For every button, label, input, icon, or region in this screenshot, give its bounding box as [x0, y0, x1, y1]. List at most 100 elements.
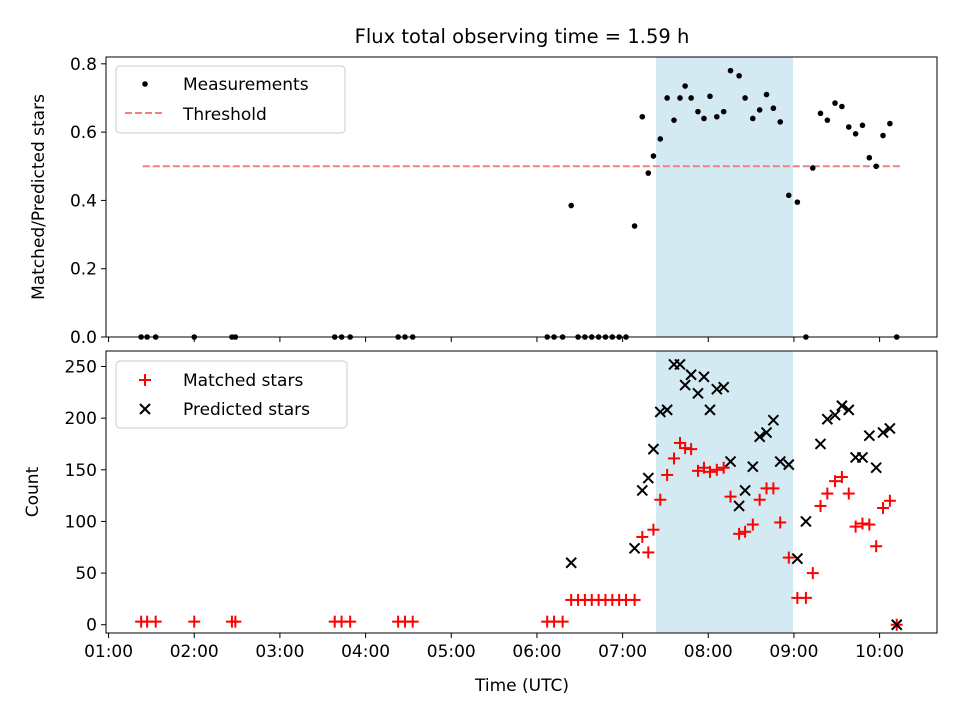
- measurement-point: [714, 113, 720, 120]
- predicted-star-point: [877, 426, 889, 439]
- bottom-ytick-label: 250: [65, 357, 97, 377]
- predicted-star-point: [863, 429, 876, 442]
- matched-star-point: [856, 517, 869, 530]
- matched-star-point: [661, 468, 674, 481]
- matched-star-point: [842, 487, 855, 500]
- measurement-point: [688, 95, 694, 101]
- top-x-ticks: [108, 337, 881, 342]
- matched-star-point: [806, 567, 819, 580]
- matched-star-point: [642, 546, 655, 559]
- top-ytick-label: 0.4: [70, 191, 97, 211]
- bottom-panel: 0 50 100 150 200 250 01:00 02:00 03:00 04:00 05:0…: [23, 350, 938, 696]
- measurement-point: [887, 120, 893, 127]
- measurement-point: [664, 95, 670, 101]
- top-y-axis-label: Matched/Predicted stars: [29, 94, 49, 300]
- top-ytick-label: 0.8: [70, 55, 97, 75]
- predicted-star-point: [800, 515, 812, 528]
- predicted-star-point: [774, 455, 786, 468]
- bottom-xtick-label: 06:00: [512, 642, 561, 662]
- bottom-xtick-label: 03:00: [255, 642, 304, 662]
- predicted-star-point: [747, 460, 759, 473]
- matched-star-point: [821, 487, 834, 500]
- predicted-star-point: [856, 451, 869, 464]
- matched-star-point: [344, 615, 357, 628]
- bottom-xtick-label: 09:00: [769, 642, 818, 662]
- predicted-star-point: [821, 413, 834, 425]
- top-ytick-label: 0.6: [70, 123, 97, 143]
- bottom-x-axis-label: Time (UTC): [474, 676, 569, 696]
- matched-star-point: [229, 615, 242, 628]
- predicted-star-point: [791, 552, 804, 565]
- measurement-point: [695, 108, 701, 115]
- top-shaded-span: [656, 57, 794, 337]
- matched-star-point: [829, 475, 842, 488]
- bottom-y-axis-label: Count: [23, 466, 43, 517]
- measurement-point: [645, 170, 652, 176]
- figure-title: Flux total observing time = 1.59 h: [355, 25, 690, 48]
- legend-measurements-label: Measurements: [183, 75, 309, 95]
- measurement-point: [657, 136, 664, 142]
- matched-star-point: [799, 591, 812, 604]
- measurement-point: [631, 223, 638, 229]
- bottom-ytick-label: 50: [75, 564, 97, 584]
- matched-star-point: [753, 493, 766, 506]
- measurement-point: [650, 153, 657, 159]
- measurement-point: [866, 154, 873, 161]
- measurement-point: [639, 113, 646, 120]
- bottom-ytick-label: 0: [86, 616, 97, 636]
- matched-star-point: [883, 494, 896, 507]
- matched-star-point: [654, 493, 667, 506]
- measurement-point: [701, 115, 707, 122]
- matched-star-point: [188, 615, 201, 628]
- matched-star-point: [647, 523, 660, 536]
- matched-star-point: [636, 530, 649, 543]
- measurement-point: [852, 131, 859, 137]
- matched-star-point: [782, 551, 795, 564]
- predicted-star-point: [724, 455, 737, 468]
- predicted-star-point: [870, 462, 882, 474]
- measurement-point: [750, 115, 756, 122]
- matched-star-point: [733, 527, 746, 540]
- predicted-star-point: [733, 500, 745, 512]
- bottom-xtick-label: 08:00: [684, 642, 733, 662]
- top-ytick-label: 0.2: [70, 260, 97, 280]
- matched-star-point: [556, 615, 569, 628]
- bottom-xtick-label: 04:00: [341, 642, 390, 662]
- measurement-point: [859, 122, 866, 129]
- predicted-star-point: [628, 542, 641, 555]
- matched-star-point: [849, 520, 862, 533]
- predicted-star-point: [783, 458, 795, 471]
- measurement-point: [809, 165, 816, 171]
- predicted-star-point: [692, 387, 704, 400]
- legend-matched-label: Matched stars: [183, 371, 303, 391]
- predicted-star-point: [685, 369, 697, 381]
- predicted-star-point: [654, 406, 666, 418]
- top-panel: 0.0 0.2 0.4 0.6 0.8 Measurements Threshold M…: [29, 55, 938, 348]
- matched-star-point: [774, 516, 787, 529]
- predicted-star-point: [891, 619, 903, 631]
- predicted-star-point: [836, 400, 848, 412]
- top-ytick-label: 0.0: [70, 328, 97, 348]
- bottom-xtick-label: 02:00: [170, 642, 219, 662]
- top-axes-frame: [105, 56, 938, 338]
- predicted-star-point: [767, 414, 780, 426]
- matched-star-point: [863, 518, 876, 531]
- legend-threshold-label: Threshold: [182, 105, 267, 125]
- matched-star-point: [724, 490, 737, 503]
- predicted-star-point: [642, 472, 654, 484]
- bottom-xtick-label: 10:00: [855, 642, 904, 662]
- predicted-star-point: [717, 381, 730, 393]
- bottom-ytick-label: 100: [65, 512, 97, 532]
- bottom-x-ticks: 01:00 02:00 03:00 04:00 05:00 06:00 07:00 08:00…: [84, 633, 904, 662]
- predicted-star-point: [711, 383, 723, 395]
- matched-star-point: [717, 461, 730, 474]
- matched-star-point: [746, 518, 759, 531]
- top-y-ticks: 0.0 0.2 0.4 0.6 0.8: [70, 55, 106, 348]
- predicted-star-point: [814, 438, 827, 450]
- matched-star-point: [739, 525, 752, 538]
- measurement-point: [720, 108, 727, 115]
- bottom-shaded-span: [656, 351, 794, 633]
- measurement-point: [736, 72, 742, 79]
- bottom-ytick-label: 200: [65, 409, 97, 429]
